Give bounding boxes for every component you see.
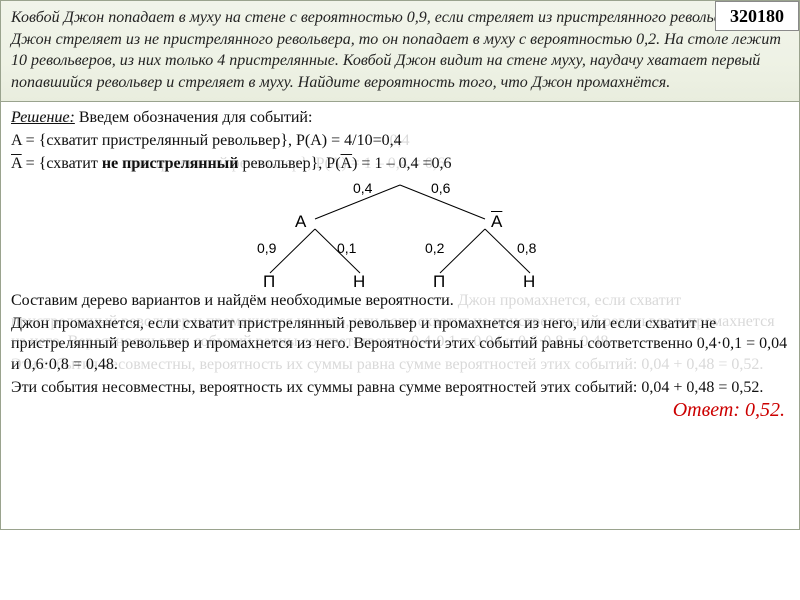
p-Ab-miss: 0,8: [517, 239, 536, 257]
p-A-miss: 0,1: [337, 239, 356, 257]
solution-intro-text: Введем обозначения для событий:: [75, 109, 313, 126]
solution-para2: Джон промахнется, если схватит пристреля…: [11, 314, 789, 376]
solution-para1: Составим дерево вариантов и найдём необх…: [11, 291, 789, 312]
event-Abar-def: A = {схватит не пристрелянный револьвер}…: [11, 154, 789, 175]
task-id-badge: 320180: [715, 1, 799, 31]
leaf-Ab-hit: П: [433, 271, 445, 293]
p-A-hit: 0,9: [257, 239, 276, 257]
p-Ab-hit: 0,2: [425, 239, 444, 257]
leaf-Ab-miss: Н: [523, 271, 535, 293]
event-A-def: A = {схватит пристрелянный револьвер}, P…: [11, 131, 789, 152]
solution-intro: Решение: Введем обозначения для событий:: [11, 108, 789, 129]
tree-lines: [185, 177, 615, 289]
node-A-bar: A: [491, 211, 502, 233]
p-root-right: 0,6: [431, 179, 450, 197]
A-bar-symbol: A: [11, 155, 22, 172]
probability-tree: 0,4 0,6 A A 0,9 0,1 0,2 0,8 П Н П Н: [185, 177, 615, 289]
leaf-A-miss: Н: [353, 271, 365, 293]
solution-label: Решение:: [11, 109, 75, 126]
solution-para3: Эти события несовместны, вероятность их …: [11, 378, 789, 399]
problem-text: Ковбой Джон попадает в муху на стене с в…: [11, 9, 784, 91]
p-root-left: 0,4: [353, 179, 372, 197]
final-answer: Ответ: 0,52.: [673, 397, 785, 423]
leaf-A-hit: П: [263, 271, 275, 293]
solution-panel: Решение: Введем обозначения для событий:…: [0, 102, 800, 530]
problem-panel: 320180 Ковбой Джон попадает в муху на ст…: [0, 0, 800, 102]
node-A: A: [295, 211, 306, 233]
